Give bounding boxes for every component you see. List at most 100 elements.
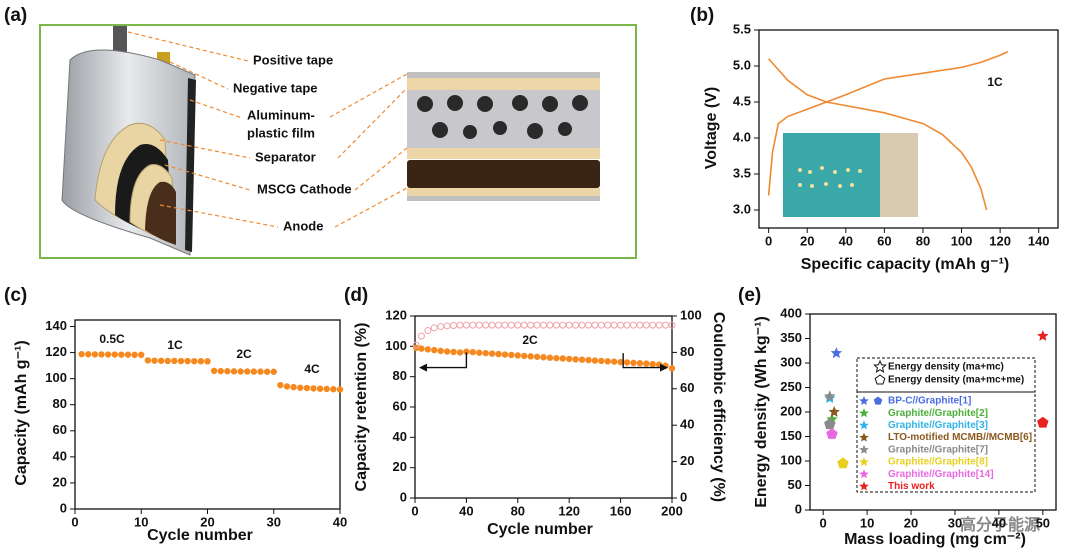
point — [104, 351, 112, 358]
annotation: 2C — [236, 347, 252, 361]
x-tick-label: 0 — [71, 514, 78, 529]
legend-label: This work — [888, 481, 935, 492]
point — [629, 321, 637, 329]
point — [508, 351, 515, 359]
point — [604, 358, 611, 365]
legend-frame — [856, 357, 1036, 393]
point — [527, 353, 534, 360]
point — [610, 321, 618, 329]
diagram-label: Separator — [255, 149, 316, 164]
y-tick-label: 40 — [393, 429, 407, 444]
panel-label: (d) — [344, 285, 368, 306]
y-tick-label: 200 — [780, 403, 802, 418]
point — [456, 321, 464, 329]
panel-label: (a) — [4, 5, 27, 26]
point — [138, 351, 145, 359]
point — [191, 357, 198, 365]
y-tick-label: 150 — [780, 428, 802, 443]
point — [164, 357, 171, 365]
arrow — [425, 352, 468, 369]
legend-header: Energy density (ma+mc) — [888, 362, 1004, 373]
x-tick-label: 40 — [333, 514, 347, 529]
point — [437, 323, 445, 331]
point — [578, 321, 586, 329]
point — [430, 324, 438, 332]
point — [488, 350, 496, 357]
point — [482, 321, 490, 329]
point — [424, 327, 432, 335]
point — [655, 321, 663, 329]
point — [244, 368, 251, 375]
x-tick-label: 0 — [765, 233, 772, 248]
point — [303, 384, 311, 392]
x-tick-label: 0 — [411, 503, 418, 518]
point — [591, 357, 599, 364]
x-tick-label: 80 — [916, 233, 930, 248]
point — [78, 350, 85, 358]
point — [230, 368, 238, 375]
point — [177, 357, 185, 365]
point — [572, 356, 579, 363]
point — [649, 321, 657, 329]
point — [290, 383, 297, 391]
x-tick-label: 100 — [951, 233, 973, 248]
y-tick-label: 80 — [393, 368, 407, 383]
annotation: 4C — [304, 362, 320, 376]
y-tick-label: 350 — [780, 330, 802, 345]
point — [642, 321, 650, 329]
point — [482, 349, 489, 357]
point — [501, 351, 509, 358]
point — [476, 349, 483, 356]
x-tick-label: 30 — [948, 515, 962, 530]
point — [323, 385, 330, 393]
point — [330, 386, 337, 393]
y-tick-label: 5.5 — [733, 21, 751, 36]
legend-symbol — [859, 396, 869, 405]
point — [463, 348, 470, 355]
legend-frame — [856, 391, 1036, 493]
x-tick-label: 20 — [904, 515, 918, 530]
x-tick-label: 40 — [992, 515, 1006, 530]
point — [118, 351, 125, 358]
x-axis-label: Specific capacity (mAh g⁻¹) — [801, 256, 1010, 273]
y-tick-label: 120 — [385, 307, 407, 322]
x-tick-label: 20 — [800, 233, 814, 248]
legend-label: Graphite//Graphite[8] — [888, 457, 988, 468]
legend-symbol — [859, 408, 869, 418]
inset-leds — [798, 166, 862, 188]
point — [533, 353, 541, 360]
point — [604, 321, 612, 329]
line — [767, 50, 1009, 196]
point — [475, 321, 483, 329]
point — [584, 321, 592, 329]
point — [559, 321, 567, 329]
point — [124, 351, 132, 358]
point — [450, 348, 457, 356]
point — [488, 321, 496, 329]
x-tick-label: 140 — [1028, 233, 1050, 248]
y-tick-label: 60 — [393, 398, 407, 413]
diagram: Positive tape Negative tape Aluminum- pl… — [4, 5, 637, 259]
point — [824, 390, 836, 402]
point — [617, 358, 624, 366]
y-tick-label: 100 — [780, 452, 802, 467]
legend-symbol — [859, 420, 869, 430]
arrow — [622, 353, 660, 369]
y-tick-label: 100 — [45, 370, 67, 385]
y2-tick-label: 0 — [680, 489, 687, 504]
point — [553, 354, 560, 362]
y2-axis-label: Coulombic efficiency (%) — [710, 312, 727, 502]
point — [257, 368, 264, 375]
y-axis-label: Voltage (V) — [703, 87, 720, 169]
point — [316, 385, 324, 392]
point — [197, 357, 205, 365]
x-tick-label: 0 — [820, 515, 827, 530]
x-tick-label: 20 — [200, 514, 214, 529]
point — [277, 381, 284, 389]
y-tick-label: 0 — [60, 500, 67, 515]
legend-symbol — [873, 359, 887, 373]
point — [1037, 416, 1049, 428]
panel-frame — [39, 24, 637, 259]
point — [237, 368, 244, 375]
diagram-label: Positive tape — [253, 52, 333, 67]
